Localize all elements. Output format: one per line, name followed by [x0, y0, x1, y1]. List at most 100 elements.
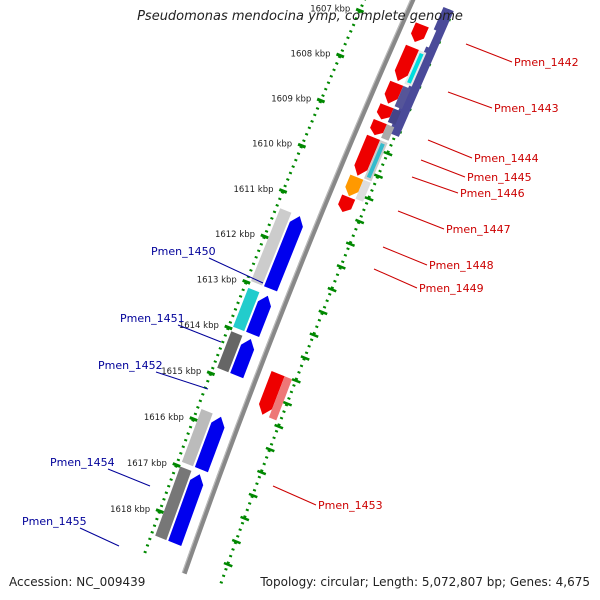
forward-gene-label: Pmen_1448 [429, 259, 494, 272]
scale-minor-tick [291, 378, 301, 384]
forward-cds-arrow [370, 119, 387, 136]
scale-tick [155, 508, 165, 514]
scale-minor-tick [248, 492, 258, 499]
forward-gene-label: Pmen_1445 [467, 171, 532, 184]
gene-leader-line [177, 324, 222, 343]
reverse-cds-arrow [246, 295, 271, 337]
scale-tick-label: 1615 kbp [161, 367, 201, 377]
forward-gene-highlight [407, 53, 424, 84]
forward-cds-arrow [411, 22, 429, 42]
gene-leader-line [272, 485, 317, 506]
gene-leader-line [208, 257, 264, 284]
forward-gene-box [355, 179, 371, 202]
scale-minor-tick [240, 515, 250, 522]
forward-cds-arrow [376, 103, 394, 120]
scale-minor-tick [274, 423, 284, 430]
scale-minor-tick [231, 538, 242, 545]
scale-minor-tick [318, 309, 328, 316]
scale-tick [316, 97, 326, 104]
scale-tick-label: 1611 kbp [233, 185, 273, 195]
scale-minor-tick [383, 150, 393, 157]
reverse-cds-arrow [230, 339, 255, 379]
scale-minor-tick [256, 469, 267, 476]
tick-ring-outer [141, 0, 367, 558]
gene-leader-line [447, 91, 493, 109]
accession-label: Accession: NC_009439 [9, 575, 146, 589]
scale-tick-label: 1607 kbp [310, 4, 350, 14]
scale-tick-label: 1612 kbp [215, 230, 255, 240]
scale-tick-label: 1609 kbp [271, 94, 311, 104]
tick-ring-inner [218, 8, 452, 589]
scale-tick [224, 324, 233, 331]
scale-minor-tick [309, 332, 319, 338]
scale-minor-tick [336, 264, 346, 270]
reverse-gene-label: Pmen_1450 [151, 245, 216, 258]
forward-gene-label: Pmen_1453 [318, 499, 383, 512]
gene-leader-line [107, 468, 151, 487]
scale-tick [278, 188, 288, 194]
reverse-cds-arrow [264, 216, 303, 292]
forward-cds-arrow [354, 134, 381, 176]
forward-cds-arrow [394, 44, 419, 82]
scale-minor-tick [327, 286, 337, 293]
scale-minor-tick [223, 561, 233, 568]
scale-tick [172, 462, 181, 468]
forward-cds-arrow [345, 174, 364, 197]
scale-minor-tick [364, 196, 374, 202]
reverse-gene-label: Pmen_1454 [50, 456, 115, 469]
gene-leader-line [79, 527, 120, 547]
forward-gene-label: Pmen_1449 [419, 282, 484, 295]
scale-tick-label: 1608 kbp [291, 49, 331, 59]
forward-gene-label: Pmen_1443 [494, 102, 559, 115]
reverse-cds-arrow [168, 474, 204, 546]
scale-minor-tick [300, 355, 310, 361]
forward-gene-box [268, 376, 293, 421]
scale-tick-label: 1618 kbp [110, 505, 150, 515]
reverse-gene-label: Pmen_1451 [120, 312, 185, 325]
reverse-gene-box [155, 466, 192, 541]
forward-gene-label: Pmen_1444 [474, 152, 539, 165]
scale-minor-tick [345, 241, 356, 248]
gene-leader-line [155, 371, 209, 390]
map-title: Pseudomonas mendocina ymp, complete geno… [137, 9, 463, 24]
forward-gene-box [381, 124, 395, 141]
reverse-features [155, 208, 303, 546]
scale-tick-label: 1610 kbp [252, 140, 292, 150]
reverse-gene-label: Pmen_1452 [98, 359, 163, 372]
scale-tick-label: 1616 kbp [144, 413, 184, 423]
forward-cds-arrow [338, 194, 356, 212]
scale-tick [189, 416, 198, 422]
forward-cds-arrow [384, 80, 404, 104]
scale-tick [206, 370, 216, 377]
reverse-gene-label: Pmen_1455 [22, 515, 87, 528]
scale-minor-tick [282, 400, 293, 407]
scale-tick [297, 142, 307, 149]
forward-gene-highlight [366, 143, 385, 179]
scale-tick [260, 233, 269, 240]
gene-leader-line [427, 139, 473, 159]
reverse-gene-box [181, 409, 213, 467]
scale-tick [355, 7, 365, 14]
gene-labels: Pmen_1442 Pmen_1443 Pmen_1444 Pmen_1445 Pmen… [22, 43, 579, 547]
genome-backbone-highlight [181, 0, 412, 574]
gene-leader-line [382, 246, 428, 266]
gene-leader-line [420, 159, 466, 178]
forward-gene-box [394, 85, 411, 110]
gene-leader-line [411, 176, 459, 194]
scale-minor-tick [355, 218, 365, 225]
gene-leader-line [397, 210, 445, 230]
genome-region-band [388, 7, 454, 137]
topology-label: Topology: circular; Length: 5,072,807 bp… [260, 575, 590, 589]
scale-minor-tick [373, 173, 384, 180]
scale-tick-label: 1613 kbp [197, 276, 237, 286]
scale-tick [242, 278, 251, 285]
forward-gene-label: Pmen_1446 [460, 187, 525, 200]
forward-gene-box [421, 27, 437, 48]
reverse-gene-box [233, 287, 260, 332]
forward-features [259, 22, 437, 421]
gene-leader-line [465, 43, 513, 63]
scale-tick-label: 1614 kbp [179, 321, 219, 331]
reverse-gene-box [251, 208, 292, 286]
